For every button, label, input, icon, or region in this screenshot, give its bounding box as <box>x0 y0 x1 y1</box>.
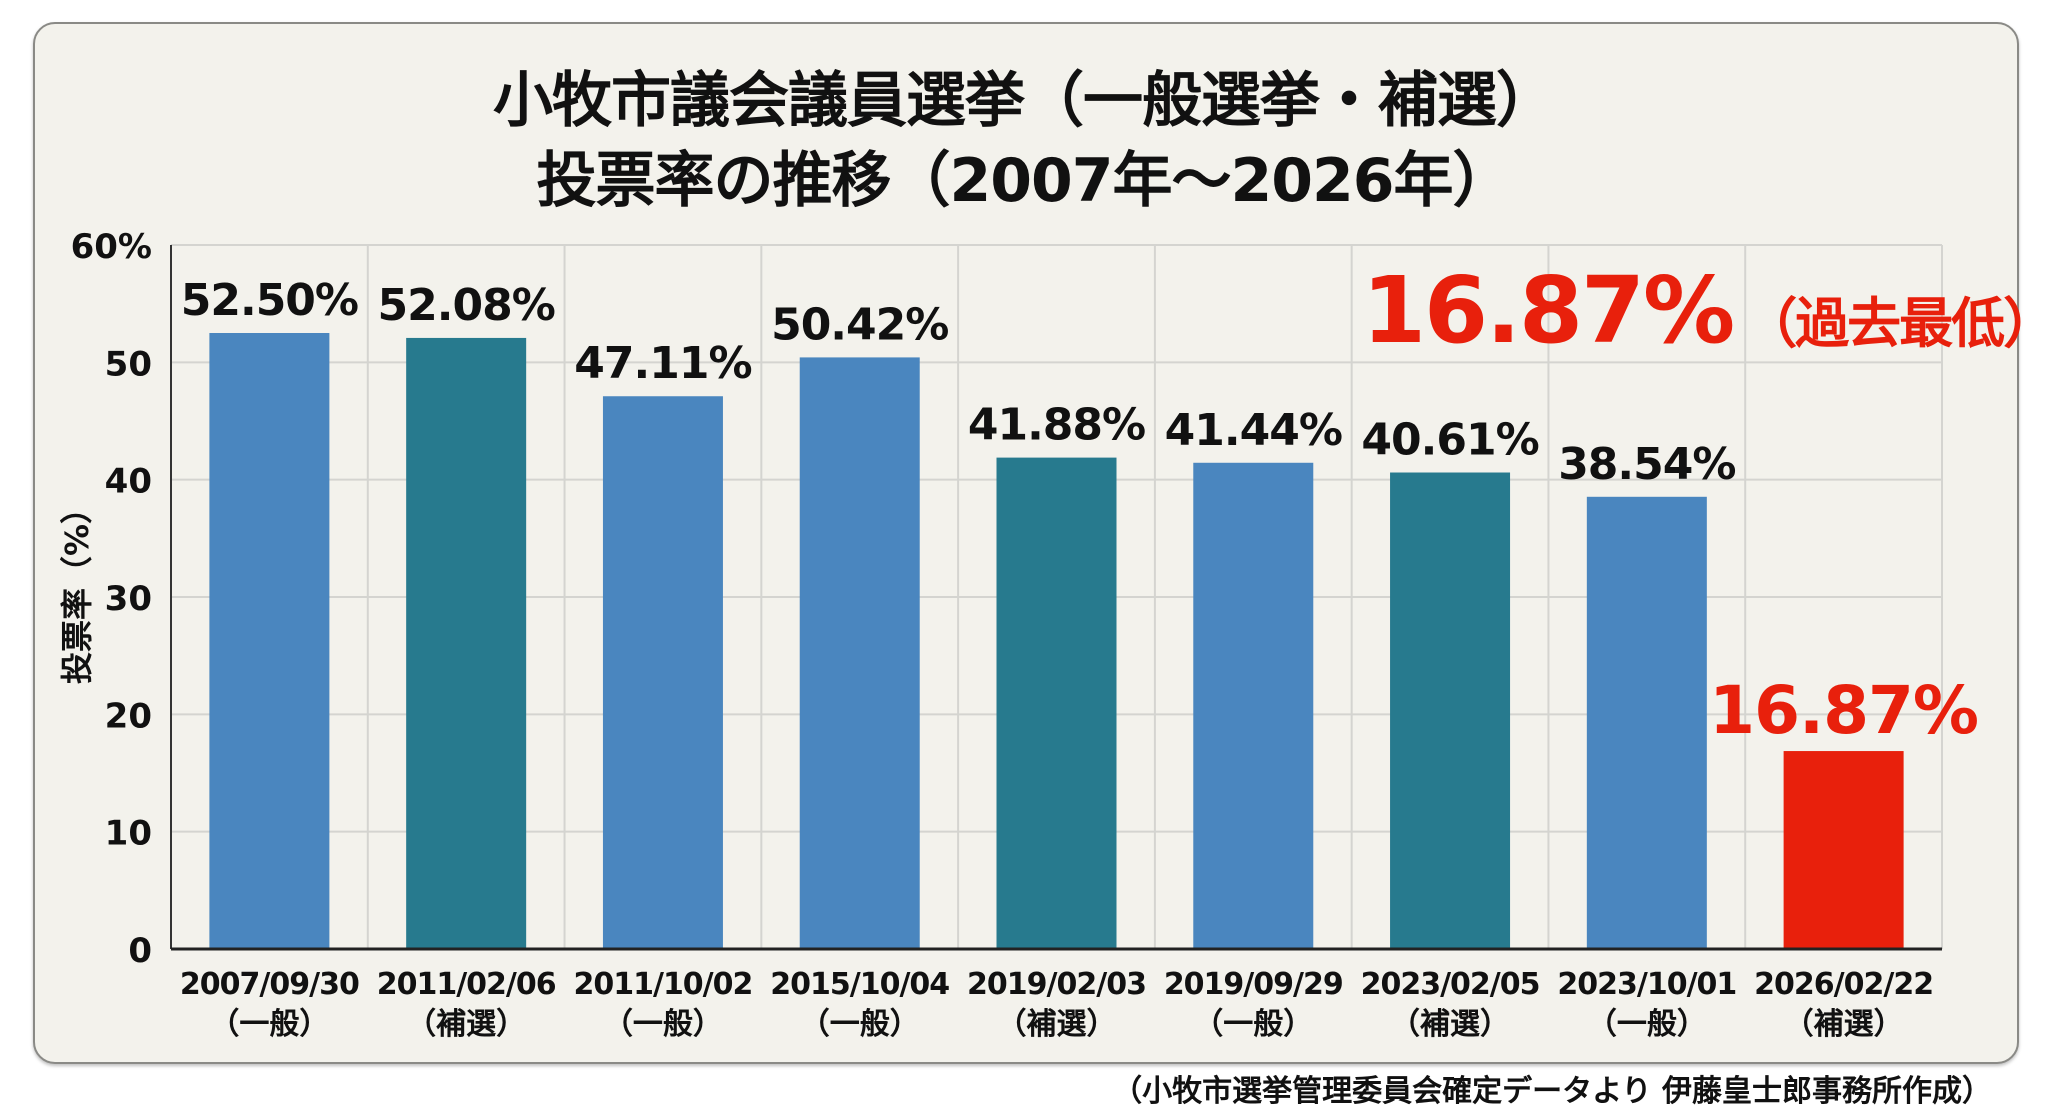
chart-title-line1: 小牧市議会議員選挙（一般選挙・補選） <box>493 66 1556 136</box>
bar <box>1193 462 1314 949</box>
x-tick-type: （一般） <box>603 1007 723 1042</box>
x-tick-date: 2019/02/03 <box>967 967 1146 1002</box>
bar <box>602 396 723 949</box>
bar <box>1783 751 1904 949</box>
chart-title-line2: 投票率の推移（2007年〜2026年） <box>536 146 1513 216</box>
x-tick-type: （補選） <box>406 1007 526 1042</box>
bar <box>406 337 527 950</box>
lowest-annotation: 16.87% （過去最低） <box>1362 257 2048 364</box>
x-tick-type: （一般） <box>800 1007 920 1042</box>
bar <box>1586 496 1707 949</box>
y-tick-label: 40 <box>105 462 152 502</box>
bar-value-label: 50.42% <box>771 299 948 350</box>
x-tick-date: 2011/10/02 <box>573 967 752 1002</box>
annotation-note: （過去最低） <box>1743 292 2048 355</box>
bar-value-label: 41.88% <box>968 400 1145 451</box>
annotation-value: 16.87% <box>1362 257 1733 364</box>
bar-value-label: 52.50% <box>181 275 358 326</box>
x-tick-type: （一般） <box>1193 1007 1313 1042</box>
x-tick-date: 2007/09/30 <box>180 967 359 1002</box>
bar <box>996 457 1117 949</box>
bar-value-label: 52.08% <box>378 280 555 331</box>
bar-value-label: 40.61% <box>1361 415 1538 466</box>
y-tick-label: 0 <box>128 931 152 971</box>
x-tick-date: 2015/10/04 <box>770 967 949 1002</box>
x-tick-date: 2011/02/06 <box>377 967 556 1002</box>
bar-value-label: 47.11% <box>574 338 751 389</box>
x-tick-type: （一般） <box>209 1007 329 1042</box>
y-tick-label: 60% <box>71 227 152 267</box>
bar-value-label: 38.54% <box>1558 439 1735 490</box>
source-note: （小牧市選挙管理委員会確定データより 伊藤皇士郎事務所作成） <box>1112 1074 1992 1109</box>
bar-value-label: 41.44% <box>1165 405 1342 456</box>
y-tick-label: 30 <box>105 579 152 619</box>
x-tick-date: 2023/02/05 <box>1361 967 1540 1002</box>
x-tick-date: 2023/10/01 <box>1557 967 1736 1002</box>
x-tick-type: （補選） <box>997 1007 1117 1042</box>
y-tick-label: 10 <box>105 814 152 854</box>
x-tick-date: 2026/02/22 <box>1754 967 1933 1002</box>
y-tick-label: 50 <box>105 344 152 384</box>
x-tick-date: 2019/09/29 <box>1164 967 1343 1002</box>
y-tick-label: 20 <box>105 696 152 736</box>
bar <box>799 357 920 949</box>
bar <box>1390 472 1511 949</box>
x-tick-type: （一般） <box>1587 1007 1707 1042</box>
bar-value-label: 16.87% <box>1709 672 1978 749</box>
y-axis-label: 投票率（%） <box>58 492 96 684</box>
bar <box>209 333 330 949</box>
x-tick-type: （補選） <box>1390 1007 1510 1042</box>
x-tick-type: （補選） <box>1784 1007 1904 1042</box>
